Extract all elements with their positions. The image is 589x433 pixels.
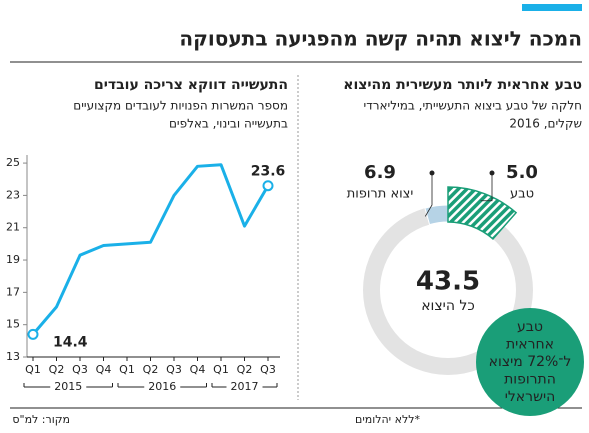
x-tick-label: Q1: [213, 363, 229, 376]
donut-subtitle: שקלים, 2016: [509, 117, 582, 131]
data-label: 23.6: [251, 164, 286, 180]
x-tick-label: Q2: [49, 363, 65, 376]
x-tick-label: Q3: [166, 363, 182, 376]
line-title: התעשייה דווקא צריכה עובדים: [94, 77, 288, 93]
source: מקור: למ"ס: [12, 413, 70, 426]
category-label: טבע: [510, 187, 534, 202]
leader-line: [480, 173, 493, 202]
annotation-text: טבע: [517, 319, 543, 335]
y-tick-label: 13: [6, 350, 20, 363]
donut-subtitle: חלקה של טבע ביצוא התעשייתי, במיליארדי: [364, 99, 582, 113]
y-tick-label: 17: [6, 285, 20, 298]
x-tick-label: Q4: [190, 363, 206, 376]
teva-segment: [447, 186, 518, 241]
total-label: כל היצוא: [421, 298, 475, 314]
x-tick-label: Q1: [119, 363, 135, 376]
annotation-text: ל־72% מיצוא: [489, 354, 572, 370]
donut-title: טבע אחראית ליותר מעשירית מהיצוא: [343, 77, 582, 93]
main-title: המכה ליצוא תהיה קשה מהפגיעה בתעסוקה: [179, 27, 582, 51]
y-tick-label: 19: [6, 253, 20, 266]
x-tick-label: Q4: [96, 363, 112, 376]
x-tick-label: Q3: [260, 363, 276, 376]
y-tick-label: 25: [6, 156, 20, 169]
category-label: יצוא תרופות: [347, 187, 414, 202]
y-tick-label: 23: [6, 188, 20, 201]
annotation-text: אחראית: [506, 337, 554, 353]
group-label: 2015: [54, 380, 82, 393]
line-subtitle: מספר המשרות הפנויות לעובדים מקצועיים: [73, 99, 288, 113]
footnote: *ללא יהלומים: [355, 413, 420, 426]
line-series: [31, 163, 270, 336]
data-label: 14.4: [53, 334, 88, 350]
y-tick-label: 21: [6, 221, 20, 234]
x-tick-label: Q2: [143, 363, 159, 376]
total-value: 43.5: [416, 267, 480, 297]
annotation-badge: [476, 308, 584, 416]
group-label: 2016: [148, 380, 176, 393]
annotation-text: התרופות: [504, 372, 556, 388]
x-tick-label: Q1: [25, 363, 41, 376]
y-tick-label: 15: [6, 318, 20, 331]
x-tick-label: Q3: [72, 363, 88, 376]
group-label: 2017: [231, 380, 259, 393]
point-marker: [262, 180, 274, 192]
annotation-text: הישראלי: [505, 389, 556, 405]
line-subtitle: בתעשייה ובינוי, באלפים: [169, 117, 288, 131]
value-label: 5.0: [506, 162, 538, 183]
point-marker: [27, 328, 39, 340]
accent-bar: [522, 4, 582, 11]
x-tick-label: Q2: [237, 363, 253, 376]
value-label: 6.9: [364, 162, 396, 183]
leader-line: [424, 173, 433, 217]
